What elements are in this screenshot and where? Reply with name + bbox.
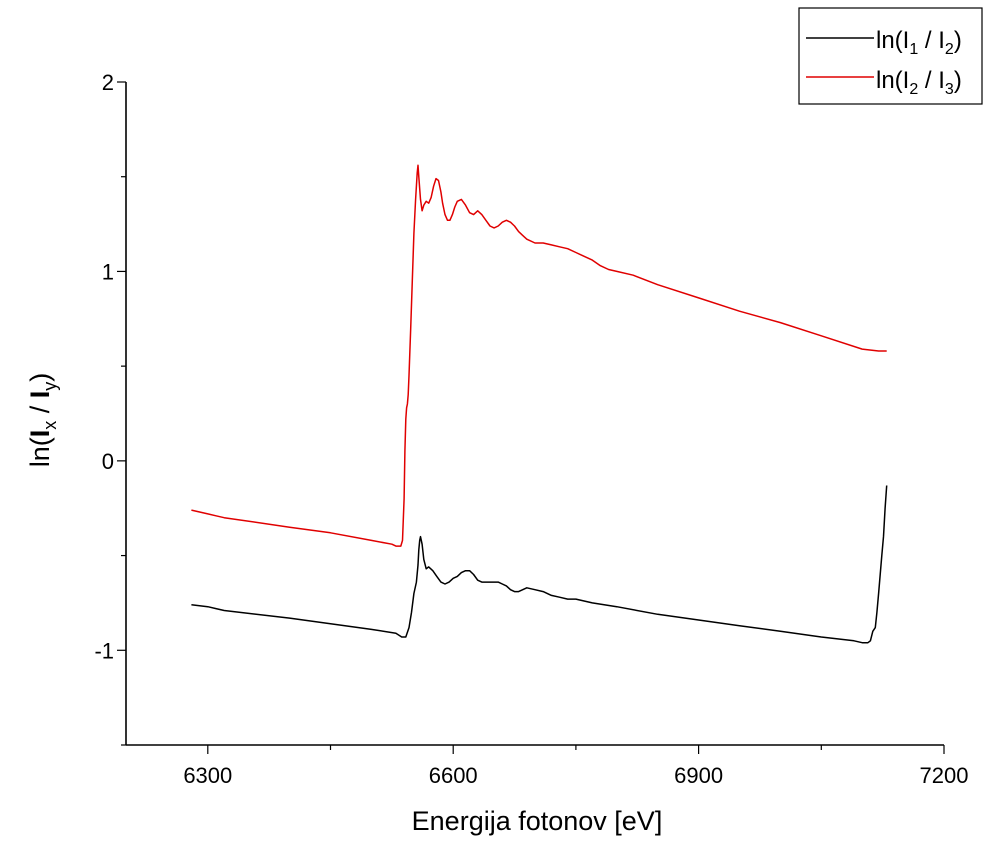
y-tick-label: 0 xyxy=(102,449,114,474)
y-title-part: ln( xyxy=(25,437,55,467)
legend-label-part: ) xyxy=(954,67,962,94)
axes xyxy=(125,82,944,746)
y-title-part: ) xyxy=(25,373,55,382)
legend-label-series-1: ln(I1 / I2) xyxy=(876,27,962,58)
y-title-part: / xyxy=(25,398,55,421)
legend-label-part: ln(I xyxy=(876,67,909,94)
y-tick-label: -1 xyxy=(94,638,114,663)
plot-lines xyxy=(191,164,888,644)
x-tick-label: 6900 xyxy=(674,763,723,788)
legend-label-part: / I xyxy=(918,67,945,94)
series-line-1 xyxy=(191,485,888,644)
y-title-part: I xyxy=(25,391,55,399)
legend-label-part: 3 xyxy=(945,81,954,98)
y-title-part: I xyxy=(25,430,55,438)
legend-label-part: / I xyxy=(918,27,945,54)
x-tick-label: 6600 xyxy=(429,763,478,788)
legend-label-part: ) xyxy=(954,27,962,54)
legend-label-part: ln(I xyxy=(876,27,909,54)
legend-box xyxy=(798,7,983,105)
x-axis-title: Energija fotonov [eV] xyxy=(412,806,663,836)
ticks: -1 0 1 2 6300 6600 6900 7200 xyxy=(94,70,968,788)
y-title-part: x xyxy=(40,421,60,430)
x-tick-label: 6300 xyxy=(183,763,232,788)
legend: ln(I1 / I2) ln(I2 / I3) xyxy=(798,7,983,105)
x-tick-label: 7200 xyxy=(920,763,969,788)
y-tick-label: 2 xyxy=(102,70,114,95)
legend-label-part: 2 xyxy=(945,41,954,58)
series-line-2 xyxy=(191,164,887,547)
legend-label-part: 2 xyxy=(909,81,918,98)
legend-label-part: 1 xyxy=(909,41,918,58)
y-title-part: y xyxy=(40,382,60,391)
y-tick-label: 1 xyxy=(102,259,114,284)
legend-label-series-2: ln(I2 / I3) xyxy=(876,67,962,98)
y-axis-title: ln(Ix / Iy) xyxy=(25,373,60,468)
